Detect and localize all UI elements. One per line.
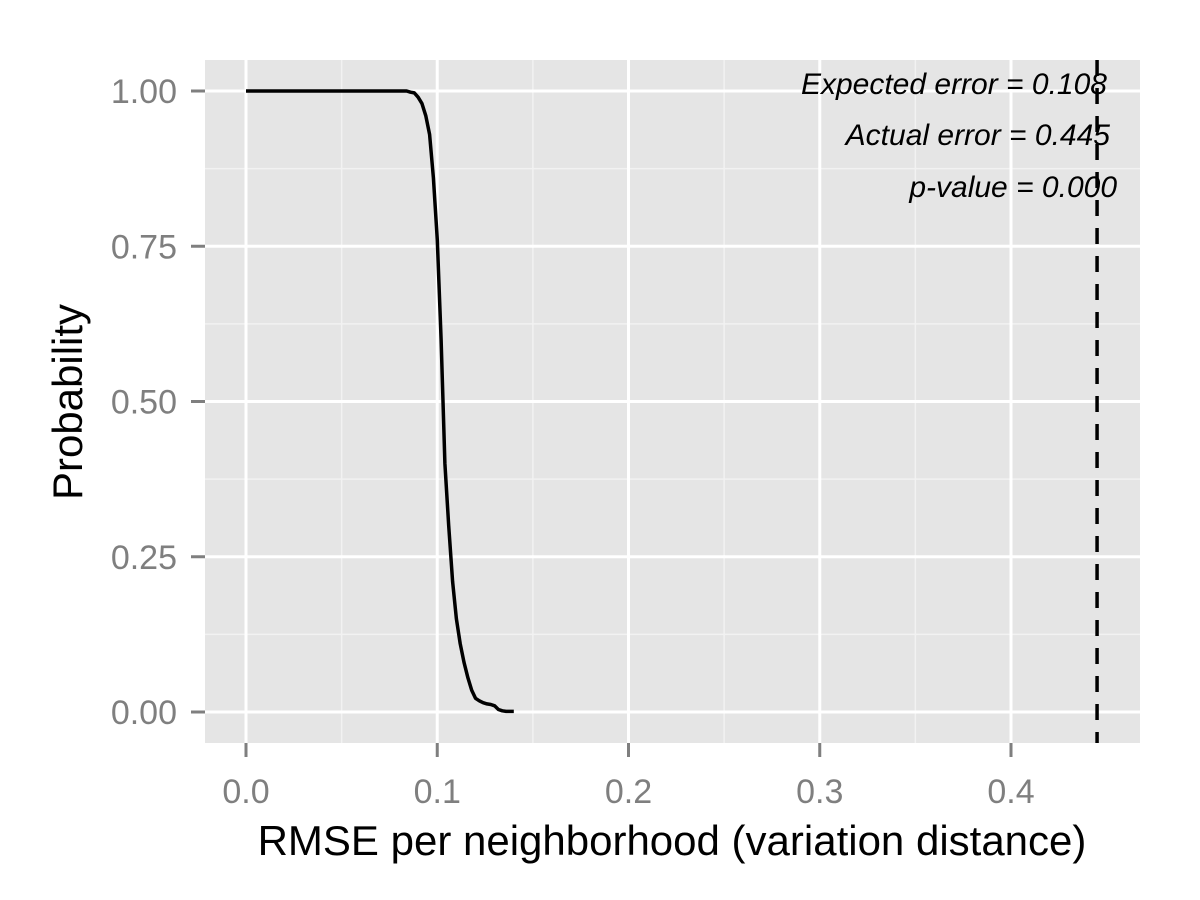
series-layer [246, 89, 514, 714]
x-axis-title: RMSE per neighborhood (variation distanc… [258, 817, 1087, 864]
annotation-p-value: p-value = 0.000 [908, 171, 1117, 204]
y-tick-label: 0.00 [111, 694, 177, 732]
y-axis-title: Probability [44, 304, 91, 500]
y-tick-label: 0.75 [111, 228, 177, 266]
annotations: Expected error = 0.108 Actual error = 0.… [801, 68, 1117, 204]
annotation-expected-error: Expected error = 0.108 [801, 68, 1107, 101]
y-axis: 0.00 0.25 0.50 0.75 1.00 [111, 73, 205, 732]
y-tick-label: 1.00 [111, 73, 177, 111]
x-tick-label: 0.4 [987, 773, 1034, 811]
x-tick-label: 0.3 [796, 773, 843, 811]
y-tick-label: 0.50 [111, 384, 177, 422]
x-tick-label: 0.0 [222, 773, 269, 811]
x-tick-label: 0.1 [414, 773, 461, 811]
series-line [246, 89, 514, 714]
annotation-actual-error: Actual error = 0.445 [844, 119, 1111, 152]
grid [205, 60, 1140, 743]
y-tick-label: 0.25 [111, 539, 177, 577]
x-tick-label: 0.2 [605, 773, 652, 811]
x-axis: 0.0 0.1 0.2 0.3 0.4 [222, 743, 1035, 811]
